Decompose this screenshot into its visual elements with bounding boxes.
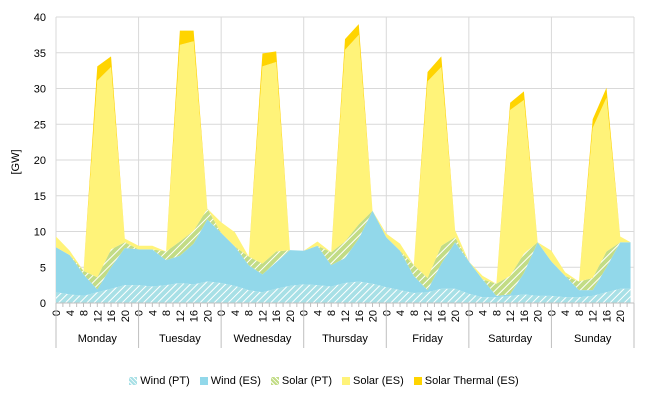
- x-tick-label: 20: [368, 310, 380, 322]
- x-tick-label: 20: [120, 310, 132, 322]
- legend-swatch: [199, 377, 208, 386]
- day-label: Thursday: [322, 333, 368, 345]
- x-tick-label: 0: [134, 310, 146, 316]
- legend-label: Solar (ES): [353, 375, 404, 388]
- x-tick-label: 20: [202, 310, 214, 322]
- legend-swatch: [270, 377, 279, 386]
- y-tick-label: 35: [34, 48, 46, 60]
- x-tick-label: 20: [533, 310, 545, 322]
- x-tick-label: 16: [271, 310, 283, 322]
- legend-label: Wind (PT): [140, 375, 190, 388]
- area-solar-pt: [56, 208, 631, 296]
- x-tick-label: 8: [161, 310, 173, 316]
- legend-item: Wind (ES): [199, 375, 261, 388]
- x-tick-label: 8: [574, 310, 586, 316]
- x-tick-label: 12: [257, 310, 269, 322]
- x-tick-label: 20: [615, 310, 627, 322]
- x-tick-label: 0: [546, 310, 558, 316]
- x-tick-label: 12: [340, 310, 352, 322]
- x-tick-label: 0: [464, 310, 476, 316]
- legend-swatch: [342, 377, 351, 386]
- y-axis-label: [GW]: [10, 149, 22, 174]
- area-layer: [56, 24, 631, 303]
- x-tick-label: 8: [409, 310, 421, 316]
- day-label: Wednesday: [233, 333, 291, 345]
- x-tick-label: 16: [189, 310, 201, 322]
- x-tick-label: 8: [491, 310, 503, 316]
- x-tick-label: 0: [216, 310, 228, 316]
- y-tick-label: 30: [34, 84, 46, 96]
- legend-label: Solar (PT): [281, 375, 333, 388]
- x-tick-label: 12: [92, 310, 104, 322]
- day-label: Saturday: [488, 333, 533, 345]
- legend-label: Solar Thermal (ES): [424, 375, 519, 388]
- legend-item: Solar (PT): [270, 375, 333, 388]
- day-label: Tuesday: [159, 333, 201, 345]
- x-tick-label: 0: [381, 310, 393, 316]
- x-tick-label: 4: [478, 310, 490, 316]
- x-tick-label: 20: [450, 310, 462, 322]
- legend-item: Wind (PT): [129, 375, 190, 387]
- x-tick-label: 16: [106, 310, 118, 322]
- y-tick-label: 20: [34, 155, 46, 167]
- x-tick-label: 4: [312, 310, 324, 316]
- x-tick-label: 12: [505, 310, 517, 322]
- legend-swatch: [129, 377, 138, 386]
- x-tick-label: 4: [560, 310, 572, 316]
- x-tick-label: 8: [244, 310, 256, 316]
- legend-swatch: [413, 377, 422, 386]
- y-tick-label: 0: [40, 298, 46, 310]
- chart-legend: Wind (PT) Wind (ES) Solar (PT) Solar (ES) So…: [0, 375, 648, 387]
- day-label: Sunday: [574, 333, 612, 345]
- y-tick-label: 10: [34, 227, 46, 239]
- day-label: Friday: [412, 333, 443, 345]
- y-tick-label: 15: [34, 191, 46, 203]
- x-tick-label: 4: [395, 310, 407, 316]
- y-tick-label: 25: [34, 119, 46, 131]
- x-tick-label: 12: [423, 310, 435, 322]
- x-tick-label: 0: [299, 310, 311, 316]
- x-tick-label: 16: [519, 310, 531, 322]
- area-wind-pt: [56, 281, 631, 303]
- x-tick-label: 16: [601, 310, 613, 322]
- x-tick-label: 12: [175, 310, 187, 322]
- x-tick-label: 4: [65, 310, 77, 316]
- x-tick-label: 16: [436, 310, 448, 322]
- legend-label: Wind (ES): [210, 375, 261, 388]
- x-tick-label: 4: [147, 310, 159, 316]
- y-tick-label: 40: [34, 12, 46, 24]
- day-label: Monday: [78, 333, 118, 345]
- x-tick-label: 12: [588, 310, 600, 322]
- x-tick-label: 4: [230, 310, 242, 316]
- y-tick-label: 5: [40, 262, 46, 274]
- area-wind-es: [56, 210, 631, 298]
- x-tick-label: 0: [51, 310, 63, 316]
- area-solar-es: [56, 34, 631, 284]
- x-tick-label: 16: [354, 310, 366, 322]
- legend-item: Solar Thermal (ES): [413, 375, 519, 388]
- x-tick-label: 8: [326, 310, 338, 316]
- x-tick-label: 20: [285, 310, 297, 322]
- x-tick-label: 8: [79, 310, 91, 316]
- legend-item: Solar (ES): [342, 375, 404, 387]
